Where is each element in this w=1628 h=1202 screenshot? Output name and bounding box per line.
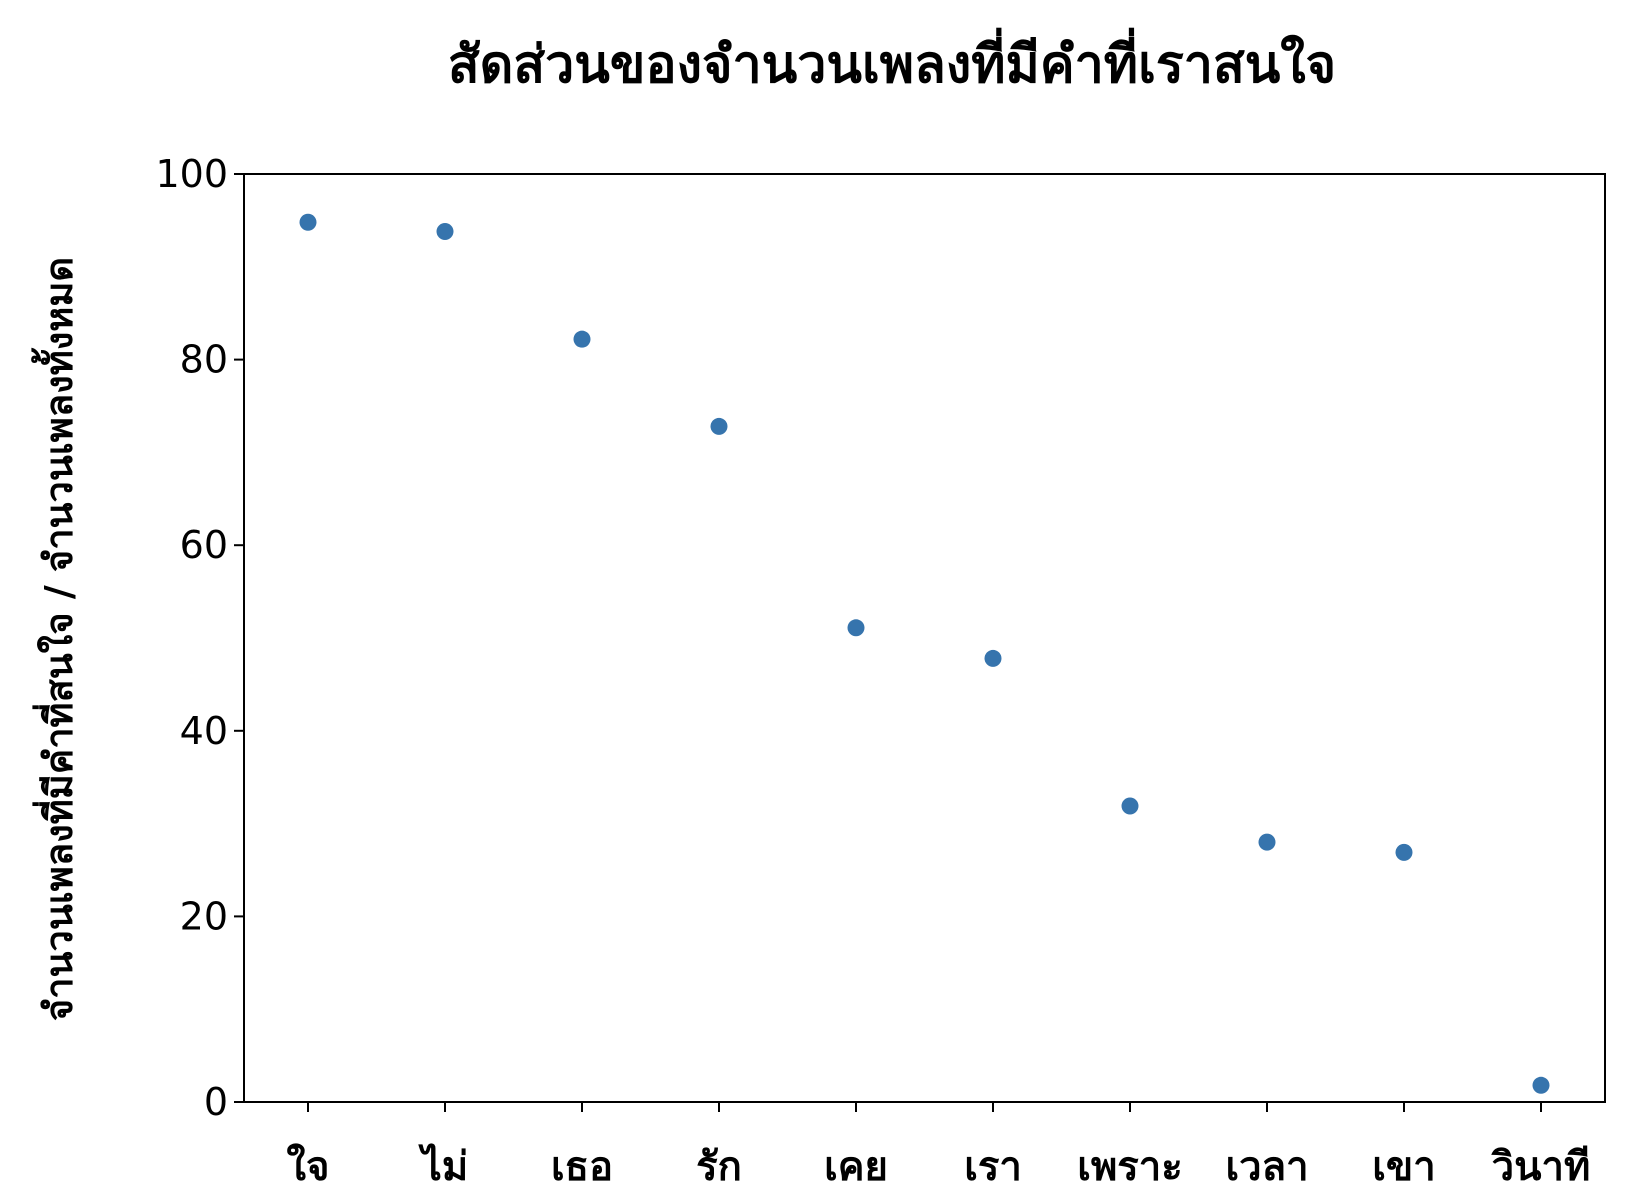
x-tick-label: เวลา bbox=[1225, 1144, 1308, 1190]
data-point bbox=[984, 649, 1002, 667]
x-tick-label: เรา bbox=[964, 1144, 1022, 1190]
x-tick-label: เธอ bbox=[551, 1144, 613, 1190]
x-tick-label: ใจ bbox=[287, 1143, 330, 1190]
data-point bbox=[847, 619, 865, 637]
data-point bbox=[710, 417, 728, 435]
x-tick-label: รัก bbox=[696, 1144, 742, 1190]
data-point bbox=[299, 213, 317, 231]
x-tick-label: ไม่ bbox=[418, 1143, 468, 1190]
data-points bbox=[299, 213, 1550, 1094]
data-point bbox=[1258, 833, 1276, 851]
data-point bbox=[436, 223, 454, 241]
y-tick-label: 80 bbox=[180, 338, 228, 382]
chart-title: สัดส่วนของจำนวนเพลงที่มีคำที่เราสนใจ bbox=[448, 28, 1336, 95]
y-axis-label: จำนวนเพลงที่มีคำที่สนใจ / จำนวนเพลงทั้งห… bbox=[31, 257, 81, 1021]
x-tick-label: เขา bbox=[1372, 1144, 1435, 1190]
x-tick-label: เพราะ bbox=[1077, 1144, 1182, 1190]
x-tick-label: วินาที bbox=[1491, 1144, 1590, 1190]
data-point bbox=[1121, 797, 1139, 815]
y-tick-label: 100 bbox=[155, 152, 228, 196]
x-tick-label: เคย bbox=[824, 1144, 888, 1190]
data-point bbox=[1395, 843, 1413, 861]
y-tick-label: 40 bbox=[180, 709, 228, 753]
data-point bbox=[573, 330, 591, 348]
y-tick-label: 20 bbox=[180, 894, 228, 938]
y-axis: 0 20 40 60 80 100 bbox=[155, 152, 244, 1124]
plot-area bbox=[243, 173, 1606, 1103]
y-tick-label: 60 bbox=[180, 523, 228, 567]
x-axis: ใจ ไม่ เธอ รัก เคย เรา เพราะ เวลา เขา วินาที bbox=[287, 1102, 1590, 1190]
data-point bbox=[1532, 1076, 1550, 1094]
y-tick-label: 0 bbox=[204, 1080, 228, 1124]
